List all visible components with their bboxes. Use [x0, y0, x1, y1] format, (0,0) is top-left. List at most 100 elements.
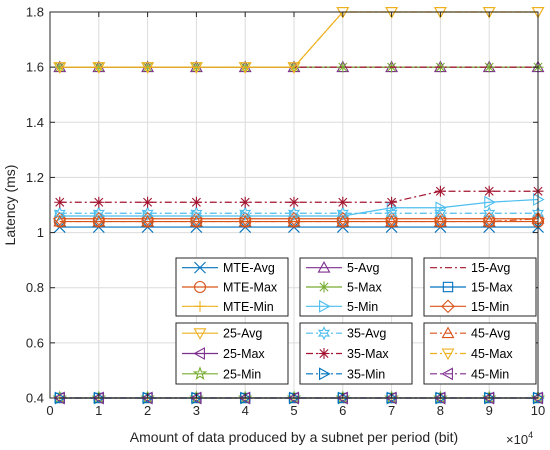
data-point-35-max [337, 196, 349, 208]
legend-marker-25-avg [193, 328, 207, 340]
data-point-35-avg [385, 206, 398, 221]
x-tick-label: 3 [193, 403, 200, 418]
legend-label-5-max: 5-Max [347, 281, 382, 295]
data-point-35-max [386, 196, 398, 208]
data-point-35-avg [287, 206, 301, 221]
data-point-35-avg [336, 206, 349, 221]
legend-marker-15-max [442, 281, 454, 293]
legend-entry-35-avg: 35-Avg [306, 326, 386, 341]
data-point-45-avg [433, 214, 447, 227]
data-point-5-max [337, 61, 349, 73]
legend-entry-15-max: 15-Max [430, 281, 513, 295]
data-point-45-max [53, 62, 67, 74]
legend-marker-25-max [193, 347, 205, 360]
data-point-35-max [288, 196, 300, 208]
x-tick-label: 7 [388, 403, 395, 418]
legend-marker-25-min [192, 366, 208, 381]
data-point-35-avg [434, 206, 447, 221]
data-point-35-max [483, 185, 495, 197]
x-tick-label: 4 [242, 403, 249, 418]
legend-marker-mte-min [194, 300, 206, 312]
series-35-avg [53, 206, 545, 221]
data-point-15-min [384, 211, 399, 226]
legend-entry-45-avg: 45-Avg [430, 326, 510, 341]
x-tick-label: 5 [290, 403, 297, 418]
legend-label-25-max: 25-Max [223, 347, 265, 361]
data-point-5-min [435, 201, 448, 215]
data-point-45-max [482, 7, 496, 19]
data-point-45-avg [482, 214, 496, 227]
data-point-45-avg [141, 214, 155, 227]
x-tick-label: 10 [531, 403, 545, 418]
data-point-35-avg [239, 206, 252, 221]
legend-label-mte-max: MTE-Max [223, 281, 278, 295]
data-point-5-min [386, 201, 399, 215]
x-tick-label: 2 [144, 403, 151, 418]
data-point-15-min [140, 211, 155, 226]
legend-label-45-min: 45-Min [471, 367, 509, 381]
data-point-15-min [482, 211, 497, 226]
data-point-35-avg [483, 206, 496, 221]
series-45-avg [53, 212, 545, 227]
data-point-35-max [93, 196, 105, 208]
y-tick-label: 0.8 [26, 280, 44, 295]
data-point-15-min [335, 211, 350, 226]
y-tick-label: 1.6 [26, 60, 44, 75]
legend-entry-45-max: 45-Max [430, 347, 513, 361]
legend-label-15-avg: 15-Avg [471, 261, 510, 275]
legend-entry-5-max: 5-Max [306, 281, 382, 295]
data-point-5-min [533, 193, 545, 206]
legend-marker-mte-max [193, 280, 207, 294]
y-axis-label: Latency (ms) [2, 165, 18, 246]
legend-marker-5-min [319, 299, 331, 313]
legend-entry-15-avg: 15-Avg [430, 261, 510, 275]
data-point-45-max [433, 7, 447, 19]
data-point-45-avg [92, 214, 106, 227]
legend-marker-45-min [441, 367, 453, 381]
data-point-45-max [238, 62, 252, 74]
data-point-45-avg [385, 214, 399, 227]
y-tick-label: 1.8 [26, 5, 44, 20]
legend-entry-5-avg: 5-Avg [306, 261, 379, 275]
x-axis-exponent-base: ×10 [506, 432, 528, 447]
legend-entry-15-min: 15-Min [430, 299, 509, 314]
legend-entry-mte-avg: MTE-Avg [182, 261, 275, 275]
data-point-45-max [92, 62, 106, 74]
legend-marker-35-max [318, 348, 330, 359]
legend-marker-mte-avg [194, 261, 206, 274]
legend-label-15-min: 15-Min [471, 300, 509, 314]
data-point-45-max [385, 7, 399, 19]
legend-marker-35-min [319, 367, 331, 381]
data-point-15-min [91, 211, 106, 226]
legend-entry-25-max: 25-Max [182, 347, 265, 361]
y-tick-label: 0.6 [26, 335, 44, 350]
x-tick-label: 6 [339, 403, 346, 418]
data-point-45-max [287, 62, 301, 74]
data-point-35-avg [190, 206, 203, 221]
y-tick-label: 0.4 [26, 391, 44, 406]
legend-marker-35-avg [317, 326, 331, 341]
legend-label-5-avg: 5-Avg [347, 261, 379, 275]
x-tick-label: 9 [486, 403, 493, 418]
data-point-5-max [483, 61, 495, 73]
legend-marker-15-min [441, 299, 455, 314]
legend-label-45-max: 45-Max [471, 347, 513, 361]
data-point-15-min [287, 211, 301, 226]
legend-label-mte-avg: MTE-Avg [223, 261, 275, 275]
legend: MTE-Avg MTE-Max MTE-Min 5-Avg 5-Max 5-Min 15-A… [175, 257, 537, 385]
data-point-35-max [190, 196, 202, 208]
data-point-35-avg [92, 206, 105, 221]
data-point-45-avg [53, 214, 67, 227]
legend-entry-5-min: 5-Min [306, 300, 378, 314]
legend-marker-45-avg [441, 326, 455, 339]
legend-entry-45-min: 45-Min [430, 367, 509, 381]
data-point-35-avg [141, 206, 154, 221]
data-point-35-max [142, 196, 154, 208]
data-point-45-max [189, 62, 203, 74]
data-point-45-max [531, 7, 545, 19]
x-axis-label: Amount of data produced by a subnet per … [130, 429, 458, 445]
x-axis-exponent: ×104 [506, 430, 533, 447]
axis-ticks: 0 1 2 3 4 5 6 7 8 9 10 0.4 0.6 0.8 1 1.2 1.4 1.6 1.8 [26, 5, 545, 419]
legend-label-25-avg: 25-Avg [223, 327, 262, 341]
